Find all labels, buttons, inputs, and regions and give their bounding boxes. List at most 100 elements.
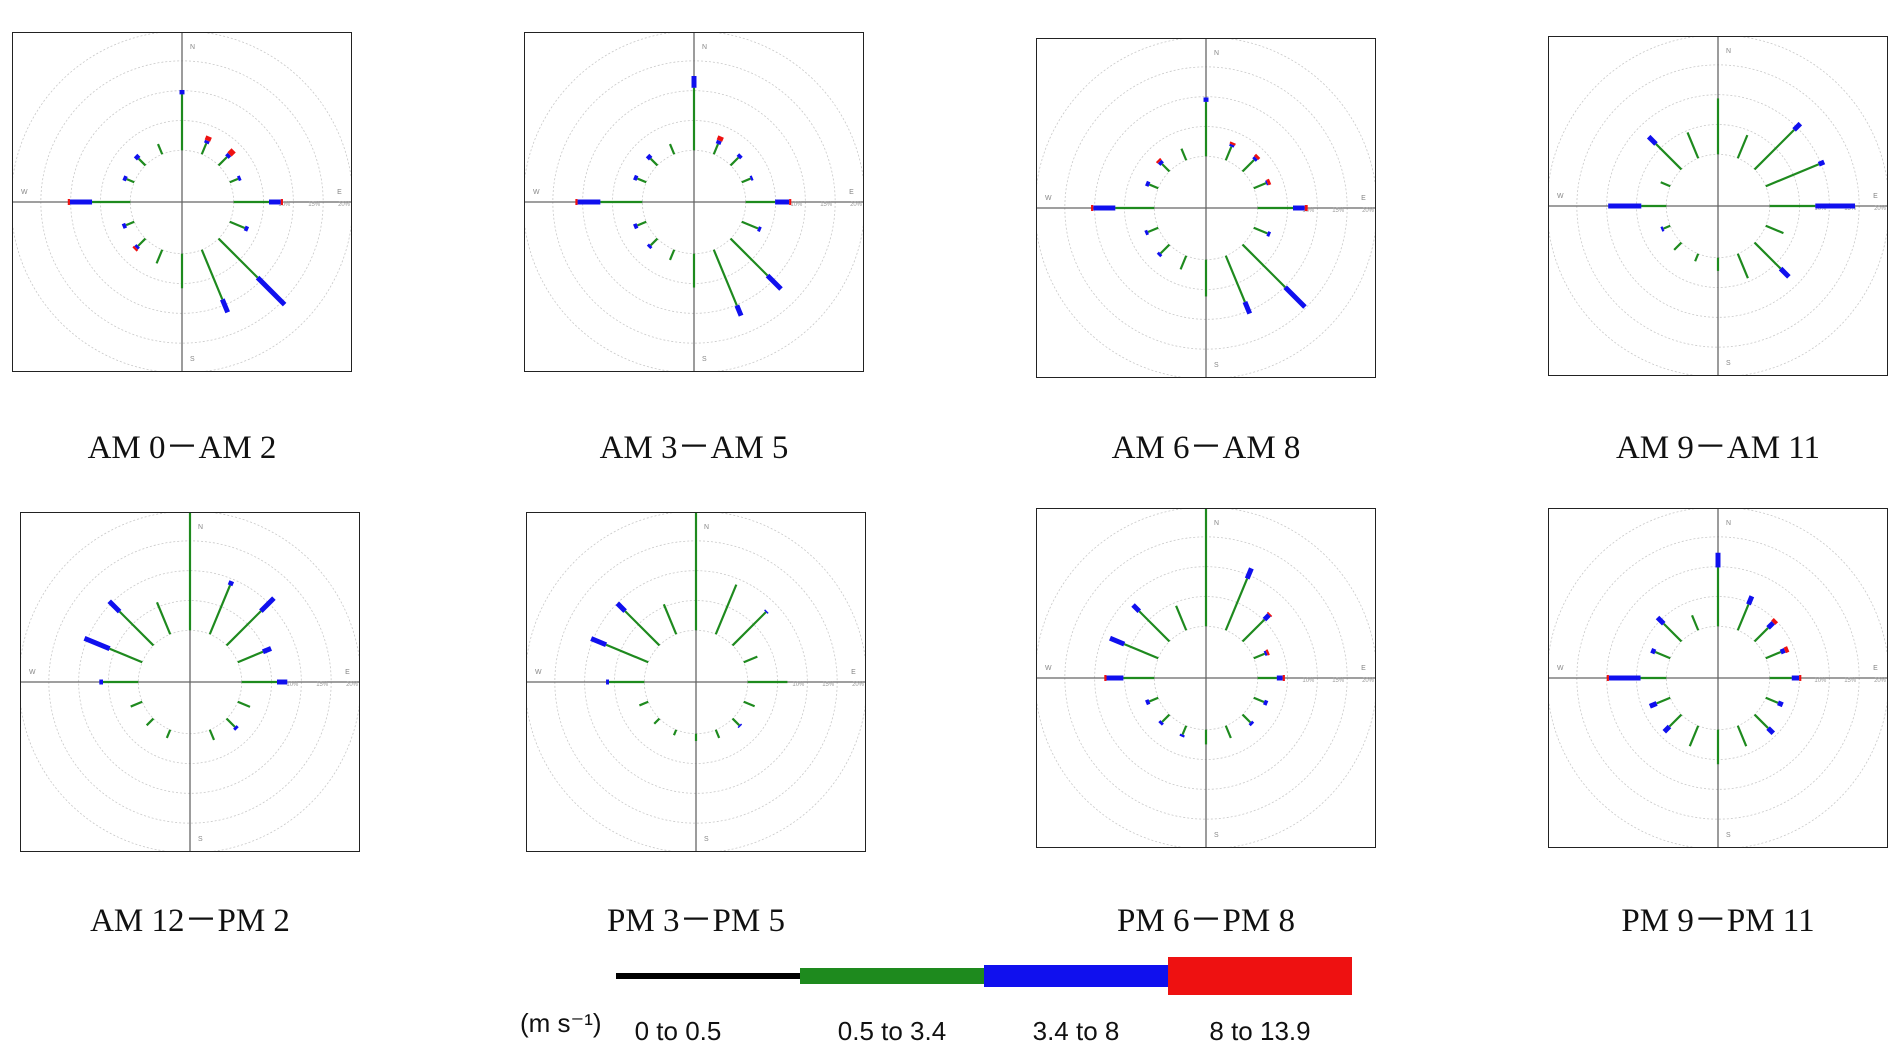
petal-ne <box>1753 618 1778 643</box>
petal-sw <box>1662 713 1683 734</box>
petal-ese <box>1765 224 1784 235</box>
petal-nne <box>714 584 738 635</box>
petal-se <box>225 717 239 731</box>
petal-segment-bin-2 <box>1654 651 1671 660</box>
petal-segment-bin-2 <box>1686 131 1700 159</box>
petal-nne <box>1736 134 1749 159</box>
petal-segment-bin-3 <box>121 222 128 229</box>
ring-label: 15% <box>308 202 321 208</box>
petal-segment-bin-2 <box>741 177 752 184</box>
petal-segment-bin-2 <box>1765 696 1779 704</box>
petal-se <box>1753 713 1776 736</box>
petal-wnw <box>590 636 649 664</box>
petal-nnw <box>662 603 678 635</box>
direction-label-n: N <box>198 524 203 531</box>
petal-segment-bin-3 <box>1145 699 1151 706</box>
petal-segment-bin-3 <box>134 244 140 250</box>
petal-segment-bin-2 <box>217 237 259 279</box>
petal-segment-bin-3 <box>1766 620 1776 630</box>
petal-segment-bin-2 <box>649 157 659 167</box>
petal-segment-bin-2 <box>1736 603 1750 631</box>
petal-sse <box>1224 725 1232 739</box>
petal-sw <box>646 237 659 250</box>
petal-segment-bin-3 <box>122 175 128 182</box>
direction-label-s: S <box>702 356 707 363</box>
petal-sse <box>1224 255 1253 315</box>
petal-segment-bin-4 <box>1253 153 1261 161</box>
petal-segment-bin-3 <box>1244 567 1254 580</box>
petal-ssw <box>1179 725 1188 738</box>
petal-segment-bin-3 <box>225 152 232 159</box>
petal-segment-bin-2 <box>225 610 262 647</box>
petal-segment-bin-2 <box>1736 253 1749 279</box>
petal-segment-bin-2 <box>217 156 228 167</box>
petal-segment-bin-3 <box>1109 635 1126 647</box>
petal-segment-bin-3 <box>1817 159 1826 167</box>
wind-rose-panel-2: N E S W 10% 15% 20% <box>524 32 864 372</box>
petal-segment-bin-3 <box>1145 180 1151 187</box>
ring-label: 15% <box>316 682 329 688</box>
direction-label-s: S <box>190 356 195 363</box>
petal-sse <box>714 729 721 739</box>
petal-segment-bin-2 <box>1224 578 1249 631</box>
petal-segment-bin-4 <box>1783 646 1790 654</box>
petal-ssw <box>165 729 172 739</box>
petal-nw <box>133 153 147 167</box>
petal-segment-bin-2 <box>672 729 678 736</box>
petal-segment-bin-2 <box>1765 224 1784 235</box>
petal-segment-bin-2 <box>118 610 155 647</box>
petal-ene <box>1253 649 1270 660</box>
petal-nw <box>1646 134 1683 171</box>
petal-segment-bin-2 <box>208 729 216 741</box>
petal-segment-bin-3 <box>1131 603 1142 614</box>
wind-rose-plot: N E S W 10% 15% 20% <box>527 513 865 851</box>
petal-ese <box>1253 696 1269 706</box>
speed-legend: 0 to 0.5 0.5 to 3.4 3.4 to 8 8 to 13.9 (m s⁻… <box>520 957 1352 1046</box>
petal-segment-bin-2 <box>714 584 738 635</box>
petal-sw <box>1673 241 1683 251</box>
petal-segment-bin-3 <box>633 174 639 181</box>
petal-segment-bin-2 <box>1688 725 1700 747</box>
petal-ese <box>1253 226 1272 237</box>
legend-label-1: 0 to 0.5 <box>635 1016 722 1046</box>
direction-label-n: N <box>1726 520 1731 527</box>
petal-segment-bin-3 <box>1283 285 1307 309</box>
direction-label-e: E <box>337 189 342 196</box>
wind-rose-panel-5: N E S W 10% 15% 20% <box>20 512 360 852</box>
petal-segment-bin-2 <box>636 220 647 227</box>
panel-caption: AM 6－AM 8 <box>1111 430 1301 466</box>
petal-segment-bin-3 <box>133 153 141 161</box>
petal-segment-bin-2 <box>1253 182 1267 190</box>
petal-ne <box>225 596 276 647</box>
ring-label: 20% <box>346 682 359 688</box>
direction-label-n: N <box>702 44 707 51</box>
petal-segment-bin-3 <box>1792 121 1803 132</box>
petal-segment-bin-3 <box>1266 231 1272 237</box>
petal-segment-bin-3 <box>83 635 111 652</box>
petal-segment-bin-2 <box>1660 181 1671 188</box>
petal-segment-bin-3 <box>633 223 639 230</box>
petal-segment-bin-2 <box>662 603 678 635</box>
ring-label: 10% <box>790 202 803 208</box>
direction-label-e: E <box>1361 195 1366 202</box>
panel-caption: PM 3－PM 5 <box>607 903 785 939</box>
petal-nw <box>107 599 155 647</box>
petal-wnw <box>1109 635 1159 660</box>
petal-wnw <box>1650 648 1671 660</box>
direction-label-w: W <box>535 669 542 676</box>
petal-ne <box>1241 611 1273 643</box>
ring-label: 15% <box>1332 678 1345 684</box>
petal-sw <box>653 717 661 725</box>
wind-rose-plot: N E S W 10% 15% 20% <box>13 33 351 371</box>
petal-segment-bin-3 <box>1660 226 1665 232</box>
petal-segment-bin-2 <box>1241 159 1255 173</box>
direction-label-n: N <box>704 524 709 531</box>
petal-ne <box>731 609 769 647</box>
petal-segment-bin-2 <box>729 237 769 277</box>
petal-ene <box>741 175 754 184</box>
petal-segment-bin-2 <box>1224 255 1246 303</box>
petal-segment-bin-2 <box>229 177 239 184</box>
petal-ene <box>229 175 242 184</box>
panel-caption: PM 6－PM 8 <box>1117 903 1295 939</box>
petal-ese <box>741 220 762 232</box>
